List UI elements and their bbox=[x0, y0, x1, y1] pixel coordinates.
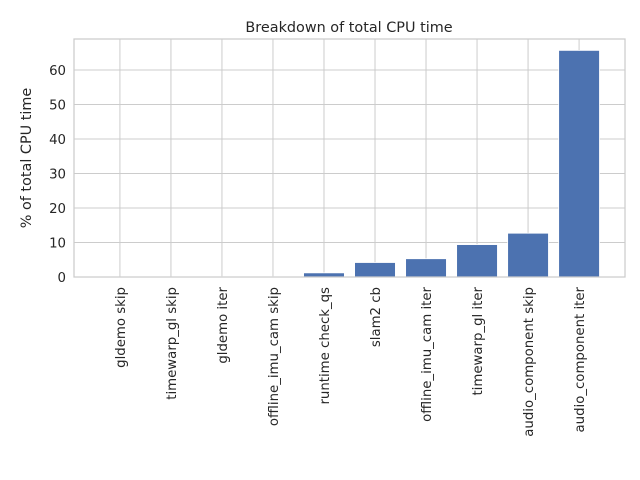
bar bbox=[456, 244, 498, 278]
y-tick-label: 30 bbox=[49, 168, 66, 183]
y-tick-label: 20 bbox=[49, 202, 66, 217]
chart-title: Breakdown of total CPU time bbox=[245, 20, 452, 36]
plot-frame bbox=[73, 38, 626, 278]
y-tick-label: 60 bbox=[49, 64, 66, 79]
x-tick-labels: gldemo skip timewarp_gl skip gldemo iter of… bbox=[114, 286, 588, 436]
bar bbox=[405, 258, 447, 278]
y-tick-label: 10 bbox=[49, 237, 66, 252]
x-tick-label: gldemo iter bbox=[216, 286, 231, 363]
y-axis-label: % of total CPU time bbox=[19, 88, 35, 229]
x-tick-label: offline_imu_cam iter bbox=[420, 286, 435, 421]
x-tick-label: slam2 cb bbox=[369, 287, 384, 347]
x-tick-label: gldemo skip bbox=[114, 287, 129, 368]
x-tick-label: audio_component skip bbox=[522, 287, 537, 437]
y-tick-label: 40 bbox=[49, 133, 66, 148]
bar bbox=[507, 232, 549, 278]
grid-lines bbox=[74, 39, 625, 278]
x-tick-label: runtime check_qs bbox=[318, 287, 333, 405]
bar bbox=[558, 49, 600, 278]
bars bbox=[99, 49, 600, 278]
y-tick-label: 0 bbox=[58, 271, 66, 286]
bar bbox=[354, 262, 396, 278]
y-tick-labels: 0 10 20 30 40 50 60 bbox=[49, 64, 66, 286]
x-tick-label: timewarp_gl iter bbox=[471, 286, 486, 395]
y-tick-label: 50 bbox=[49, 99, 66, 114]
x-tick-label: timewarp_gl skip bbox=[165, 287, 180, 400]
x-tick-label: audio_component iter bbox=[573, 286, 588, 432]
x-tick-label: offline_imu_cam skip bbox=[267, 287, 282, 426]
